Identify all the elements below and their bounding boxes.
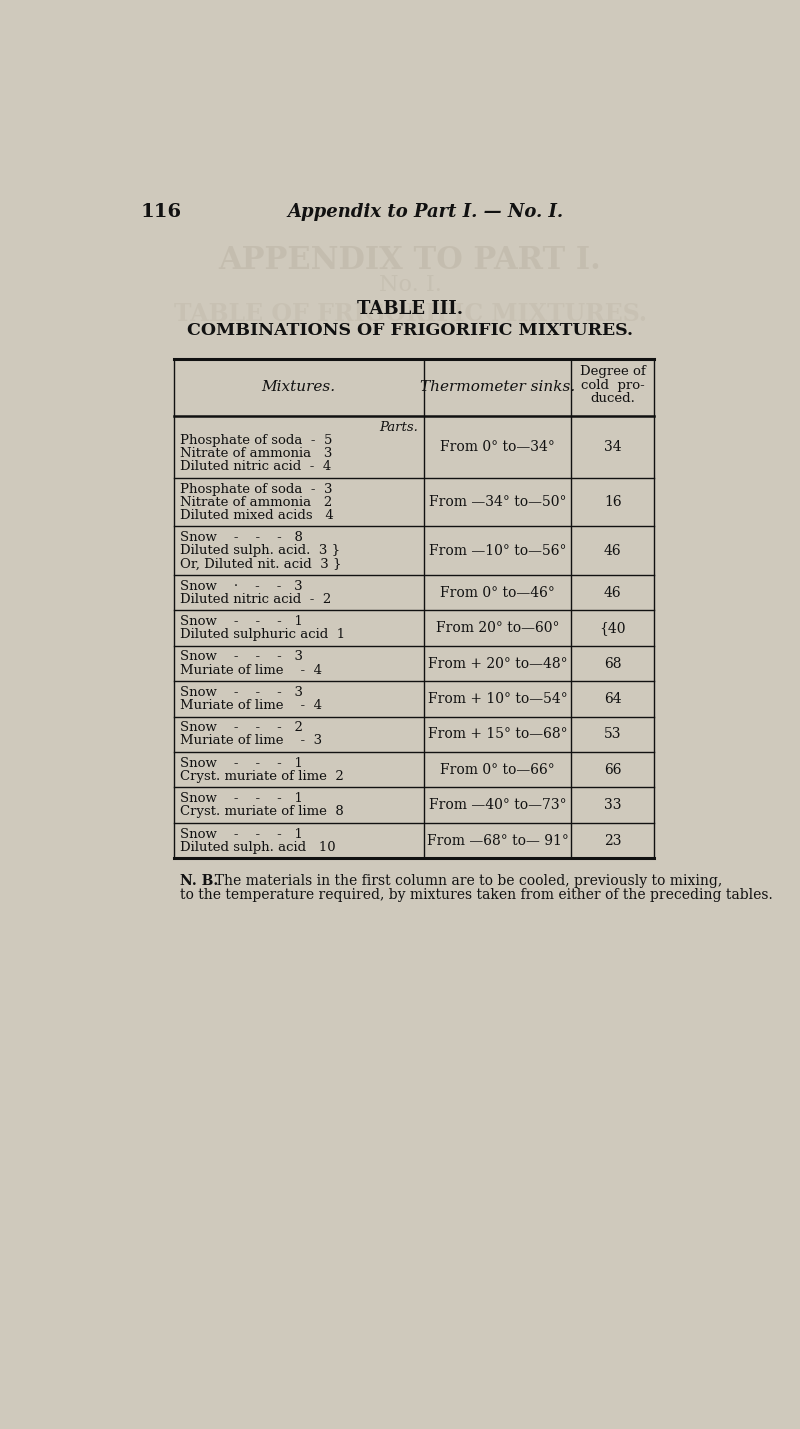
Text: From —40° to—73°: From —40° to—73° [429,799,566,812]
Text: 66: 66 [604,763,622,777]
Text: Diluted nitric acid  -  4: Diluted nitric acid - 4 [180,460,331,473]
Text: 68: 68 [604,656,622,670]
Text: 33: 33 [604,799,622,812]
Text: 16: 16 [604,496,622,509]
Text: From —10° to—56°: From —10° to—56° [429,543,566,557]
Text: N. B.: N. B. [180,873,218,887]
Text: 53: 53 [604,727,622,742]
Text: Thermometer sinks.: Thermometer sinks. [420,380,575,394]
Text: Snow    -    -    -   1: Snow - - - 1 [180,792,302,805]
Text: Snow    -    -    -   3: Snow - - - 3 [180,686,303,699]
Text: Muriate of lime    -  4: Muriate of lime - 4 [180,699,322,712]
Text: TABLE III.: TABLE III. [357,300,463,317]
Text: Or, Diluted nit. acid  3 }: Or, Diluted nit. acid 3 } [180,557,342,570]
Text: Mixtures.: Mixtures. [262,380,336,394]
Text: Snow    -    -    -   3: Snow - - - 3 [180,650,303,663]
Text: Diluted nitric acid  -  2: Diluted nitric acid - 2 [180,593,331,606]
Text: Phosphate of soda  -  5: Phosphate of soda - 5 [180,434,332,447]
Text: Snow    -    -    -   2: Snow - - - 2 [180,722,302,735]
Text: Parts.: Parts. [379,422,418,434]
Text: Appendix to Part I. — No. I.: Appendix to Part I. — No. I. [287,203,563,220]
Text: Diluted sulph. acid.  3 }: Diluted sulph. acid. 3 } [180,544,340,557]
Text: From + 20° to—48°: From + 20° to—48° [428,656,567,670]
Text: From + 15° to—68°: From + 15° to—68° [428,727,567,742]
Text: 46: 46 [604,543,622,557]
Text: From 0° to—66°: From 0° to—66° [440,763,555,777]
Text: Diluted sulphuric acid  1: Diluted sulphuric acid 1 [180,629,345,642]
Text: COMBINATIONS OF FRIGORIFIC MIXTURES.: COMBINATIONS OF FRIGORIFIC MIXTURES. [187,323,633,339]
Text: Nitrate of ammonia   2: Nitrate of ammonia 2 [180,496,332,509]
Text: Nitrate of ammonia   3: Nitrate of ammonia 3 [180,447,332,460]
Text: Phosphate of soda  -  3: Phosphate of soda - 3 [180,483,332,496]
Text: Snow    ·    -    -   3: Snow · - - 3 [180,580,302,593]
Text: Diluted mixed acids   4: Diluted mixed acids 4 [180,509,334,522]
Text: Muriate of lime    -  3: Muriate of lime - 3 [180,735,322,747]
Text: 64: 64 [604,692,622,706]
Text: From —68° to— 91°: From —68° to— 91° [426,833,569,847]
Text: Snow    -    -    -   1: Snow - - - 1 [180,827,302,840]
Text: Snow    -    -    -   1: Snow - - - 1 [180,614,302,627]
Text: cold  pro-: cold pro- [581,379,645,392]
Text: 116: 116 [140,203,182,220]
Text: From 0° to—34°: From 0° to—34° [440,440,555,454]
Text: From 0° to—46°: From 0° to—46° [440,586,555,600]
Text: APPENDIX TO PART I.: APPENDIX TO PART I. [218,244,602,276]
Text: From —34° to—50°: From —34° to—50° [429,496,566,509]
Text: TABLE OF FRIGORIFIC MIXTURES.: TABLE OF FRIGORIFIC MIXTURES. [174,302,646,326]
Text: 34: 34 [604,440,622,454]
Text: The materials in the first column are to be cooled, previously to mixing,: The materials in the first column are to… [206,873,722,887]
Text: Snow    -    -    -   1: Snow - - - 1 [180,757,302,770]
Text: No. I.: No. I. [378,274,442,296]
Text: 23: 23 [604,833,622,847]
Text: From 20° to—60°: From 20° to—60° [436,622,559,634]
Text: From + 10° to—54°: From + 10° to—54° [428,692,567,706]
Text: Snow    -    -    -   8: Snow - - - 8 [180,532,302,544]
Text: duced.: duced. [590,393,635,406]
Text: {40: {40 [599,622,626,634]
Text: Cryst. muriate of lime  2: Cryst. muriate of lime 2 [180,770,343,783]
Text: Degree of: Degree of [580,364,646,377]
Text: Muriate of lime    -  4: Muriate of lime - 4 [180,663,322,676]
Text: to the temperature required, by mixtures taken from either of the preceding tabl: to the temperature required, by mixtures… [180,889,773,902]
Text: Diluted sulph. acid   10: Diluted sulph. acid 10 [180,840,335,853]
Text: 46: 46 [604,586,622,600]
Text: Cryst. muriate of lime  8: Cryst. muriate of lime 8 [180,805,343,819]
